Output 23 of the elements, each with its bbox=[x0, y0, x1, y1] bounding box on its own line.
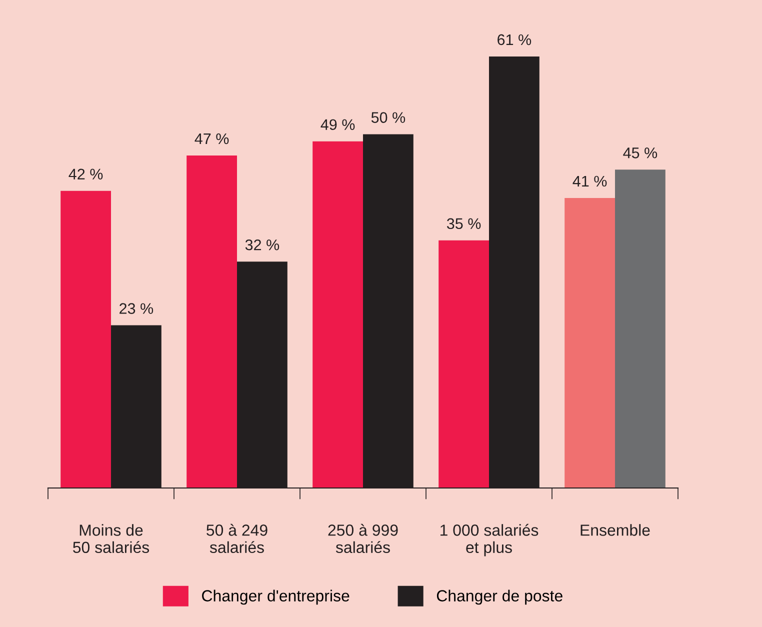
x-tick-label: 1 000 salariés et plus bbox=[440, 524, 538, 556]
bar bbox=[60, 190, 111, 488]
data-label: 35 % bbox=[446, 218, 481, 230]
bar bbox=[312, 141, 363, 488]
data-label: 47 % bbox=[194, 133, 229, 144]
x-tick-label: 50 à 249 salariés bbox=[206, 524, 268, 554]
data-label: 50 % bbox=[371, 112, 406, 123]
data-label: 61 % bbox=[498, 34, 532, 46]
x-tick-label: 250 à 999 salariés bbox=[328, 524, 398, 554]
bar bbox=[564, 198, 615, 488]
data-label: 49 % bbox=[320, 119, 355, 130]
x-tick-label: Moins de 50 salariés bbox=[73, 524, 150, 554]
data-label: 42 % bbox=[68, 168, 103, 180]
bar bbox=[615, 170, 666, 488]
legend-label: Changer d'entreprise bbox=[202, 590, 350, 605]
data-label: 32 % bbox=[245, 239, 280, 250]
bar bbox=[186, 156, 237, 488]
data-label: 45 % bbox=[623, 148, 658, 158]
bar bbox=[438, 240, 489, 488]
data-label: 41 % bbox=[572, 176, 607, 187]
x-tick-label: Ensemble bbox=[580, 524, 650, 536]
data-label: 23 % bbox=[120, 303, 154, 314]
legend-label: Changer de poste bbox=[436, 590, 562, 605]
